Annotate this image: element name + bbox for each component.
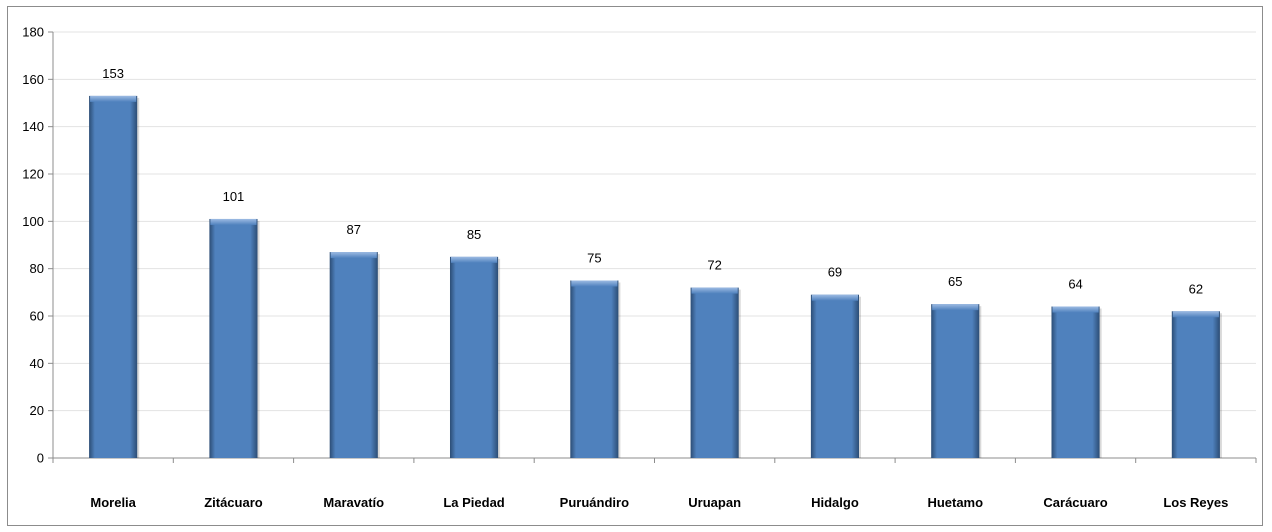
bar-2 bbox=[209, 218, 260, 458]
bar bbox=[449, 256, 499, 458]
bar bbox=[810, 294, 860, 458]
y-tick-label: 20 bbox=[30, 403, 44, 418]
bar bbox=[931, 304, 980, 458]
y-tick-label: 80 bbox=[30, 261, 44, 276]
data-label: 65 bbox=[948, 274, 962, 289]
category-label: Hidalgo bbox=[811, 495, 859, 510]
bar bbox=[690, 287, 739, 458]
y-tick-label: 40 bbox=[30, 356, 44, 371]
chart-frame: 0 20 40 60 80 100 120 140 160 180 153 Morelia 101 Zit… bbox=[7, 6, 1263, 526]
bar bbox=[329, 252, 378, 458]
data-label: 75 bbox=[587, 251, 601, 266]
bar-cap bbox=[210, 218, 257, 225]
y-tick-label: 100 bbox=[22, 214, 44, 229]
data-label: 101 bbox=[223, 189, 245, 204]
category-label: Morelia bbox=[90, 495, 136, 510]
bar-cap bbox=[90, 95, 137, 102]
bar-3 bbox=[329, 252, 380, 458]
bar-cap bbox=[330, 252, 377, 259]
bars bbox=[89, 95, 1222, 459]
bar bbox=[1051, 306, 1100, 458]
category-label: Los Reyes bbox=[1163, 495, 1228, 510]
data-label: 85 bbox=[467, 227, 481, 242]
bar-10 bbox=[1171, 311, 1222, 458]
bar-cap bbox=[450, 256, 498, 263]
labels: 0 20 40 60 80 100 120 140 160 180 153 Morelia 101 Zit… bbox=[22, 25, 1228, 511]
bar-cap bbox=[932, 304, 979, 311]
category-label: Carácuaro bbox=[1043, 495, 1107, 510]
bar-6 bbox=[690, 287, 741, 458]
data-label: 62 bbox=[1189, 281, 1203, 296]
bar-cap bbox=[691, 287, 738, 294]
bar-cap bbox=[811, 294, 859, 301]
bar bbox=[209, 218, 258, 458]
y-tick-label: 60 bbox=[30, 309, 44, 324]
bar-8 bbox=[931, 304, 982, 458]
bar-cap bbox=[1172, 311, 1219, 318]
data-label: 69 bbox=[828, 265, 842, 280]
bar-9 bbox=[1051, 306, 1102, 458]
bar bbox=[570, 280, 619, 458]
data-label: 153 bbox=[102, 66, 124, 81]
category-label: La Piedad bbox=[443, 495, 504, 510]
y-tick-label: 180 bbox=[22, 25, 44, 40]
category-label: Zitácuaro bbox=[204, 495, 263, 510]
category-label: Puruándiro bbox=[560, 495, 629, 510]
bar-7 bbox=[810, 294, 862, 458]
data-label: 72 bbox=[707, 258, 721, 273]
y-tick-label: 0 bbox=[37, 451, 44, 466]
category-label: Huetamo bbox=[927, 495, 983, 510]
category-label: Uruapan bbox=[688, 495, 741, 510]
data-label: 64 bbox=[1068, 277, 1082, 292]
data-label: 87 bbox=[347, 222, 361, 237]
bar bbox=[1171, 311, 1220, 458]
bar-5 bbox=[570, 280, 621, 458]
y-tick-label: 120 bbox=[22, 167, 44, 182]
bar bbox=[89, 95, 138, 459]
y-tick-label: 160 bbox=[22, 72, 44, 87]
bar-cap bbox=[1052, 306, 1099, 313]
bar-1 bbox=[89, 95, 140, 459]
y-tick-label: 140 bbox=[22, 119, 44, 134]
bar-4 bbox=[449, 256, 501, 458]
bar-cap bbox=[571, 280, 618, 287]
category-label: Maravatío bbox=[323, 495, 384, 510]
bar-chart: 0 20 40 60 80 100 120 140 160 180 153 Morelia 101 Zit… bbox=[22, 25, 1257, 511]
